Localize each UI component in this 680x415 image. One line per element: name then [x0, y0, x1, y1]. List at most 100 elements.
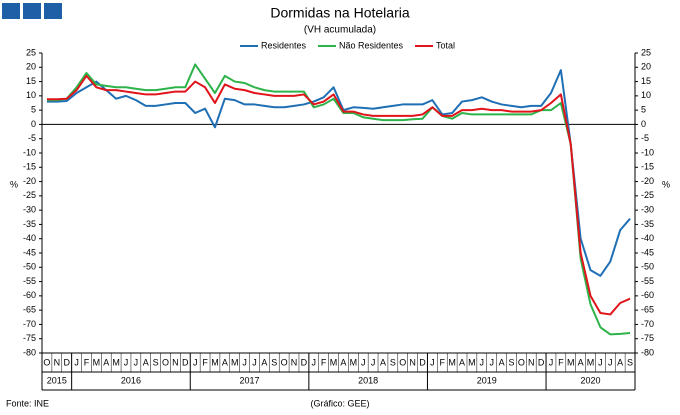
x-tick-label: A [459, 357, 465, 367]
y-tick-label: -5 [28, 133, 36, 143]
x-tick-label: M [567, 357, 575, 367]
x-tick-label: J [608, 357, 613, 367]
y2-tick-label: 10 [641, 90, 651, 100]
y2-tick-label: -75 [641, 333, 654, 343]
x-tick-label: M [112, 357, 120, 367]
x-tick-label: A [380, 357, 386, 367]
x-tick-label: S [271, 357, 277, 367]
x-tick-label: M [448, 357, 456, 367]
source: Fonte: INE [6, 398, 49, 408]
x-tick-label: J [361, 357, 366, 367]
x-tick-label: J [430, 357, 435, 367]
x-tick-label: A [340, 357, 346, 367]
x-tick-label: J [134, 357, 139, 367]
y-tick-label: -35 [23, 219, 36, 229]
x-tick-label: N [528, 357, 535, 367]
year-label: 2020 [581, 375, 601, 385]
y2-tick-label: 15 [641, 76, 651, 86]
x-tick-label: J [124, 357, 129, 367]
x-tick-label: A [499, 357, 505, 367]
x-tick-label: M [211, 357, 219, 367]
x-tick-label: J [312, 357, 317, 367]
series-line [46, 63, 631, 336]
y-tick-label: 15 [26, 76, 36, 86]
x-tick-label: D [538, 357, 545, 367]
y-tick-label: -45 [23, 247, 36, 257]
x-tick-label: J [252, 357, 257, 367]
y-tick-label: 25 [26, 47, 36, 57]
y2-tick-label: -15 [641, 162, 654, 172]
y-tick-label: 5 [31, 105, 36, 115]
logo-block [44, 3, 62, 19]
x-tick-label: F [202, 357, 208, 367]
y2-tick-label: -55 [641, 276, 654, 286]
y-tick-label: -75 [23, 333, 36, 343]
y-tick-label: -80 [23, 347, 36, 357]
series-line [46, 74, 631, 316]
y2-tick-label: -50 [641, 262, 654, 272]
x-tick-label: O [281, 357, 288, 367]
year-label: 2018 [358, 375, 378, 385]
y2-tick-label: -20 [641, 176, 654, 186]
year-label: 2019 [477, 375, 497, 385]
x-tick-label: J [598, 357, 603, 367]
y2-tick-label: 5 [641, 105, 646, 115]
x-tick-label: O [43, 357, 50, 367]
x-tick-label: J [193, 357, 198, 367]
x-tick-label: S [508, 357, 514, 367]
y-tick-label: -20 [23, 176, 36, 186]
x-tick-label: S [390, 357, 396, 367]
y2-tick-label: -80 [641, 347, 654, 357]
y-tick-label: -40 [23, 233, 36, 243]
y2-tick-label: -5 [641, 133, 649, 143]
series-line [46, 69, 631, 277]
credit: (Gráfico: GEE) [310, 398, 369, 408]
y-tick-label: -30 [23, 205, 36, 215]
y-tick-label: -10 [23, 147, 36, 157]
y-tick-label: -70 [23, 319, 36, 329]
x-tick-label: D [182, 357, 189, 367]
y2-tick-label: -25 [641, 190, 654, 200]
x-tick-label: A [578, 357, 584, 367]
x-tick-label: J [489, 357, 494, 367]
y2-tick-label: -10 [641, 147, 654, 157]
y-tick-label: -15 [23, 162, 36, 172]
y2-tick-label: -45 [641, 247, 654, 257]
x-tick-label: D [301, 357, 308, 367]
y2-tick-label: 25 [641, 47, 651, 57]
y2-tick-label: -40 [641, 233, 654, 243]
y-tick-label: -55 [23, 276, 36, 286]
x-tick-label: M [350, 357, 358, 367]
y-tick-label: 0 [31, 119, 36, 129]
legend-label: Total [436, 40, 455, 50]
x-tick-label: J [242, 357, 247, 367]
x-tick-label: N [291, 357, 298, 367]
x-tick-label: O [162, 357, 169, 367]
legend-label: Não Residentes [339, 40, 404, 50]
y2-tick-label: -60 [641, 290, 654, 300]
x-tick-label: N [54, 357, 61, 367]
y-tick-label: -65 [23, 305, 36, 315]
x-tick-label: M [468, 357, 476, 367]
y-axis-label: % [10, 179, 18, 189]
y2-axis-label: % [662, 179, 670, 189]
y-tick-label: -50 [23, 262, 36, 272]
x-tick-label: F [440, 357, 446, 367]
x-tick-label: D [419, 357, 426, 367]
logo-block [2, 3, 20, 19]
x-tick-label: J [549, 357, 554, 367]
x-tick-label: F [558, 357, 564, 367]
y2-tick-label: -70 [641, 319, 654, 329]
y2-tick-label: -65 [641, 305, 654, 315]
y2-tick-label: 0 [641, 119, 646, 129]
x-tick-label: M [231, 357, 239, 367]
logo-block [23, 3, 41, 19]
x-tick-label: O [518, 357, 525, 367]
x-tick-label: A [103, 357, 109, 367]
x-tick-label: M [330, 357, 338, 367]
chart-subtitle: (VH acumulada) [304, 25, 376, 36]
x-tick-label: J [371, 357, 376, 367]
x-tick-label: D [63, 357, 70, 367]
x-tick-label: J [480, 357, 485, 367]
